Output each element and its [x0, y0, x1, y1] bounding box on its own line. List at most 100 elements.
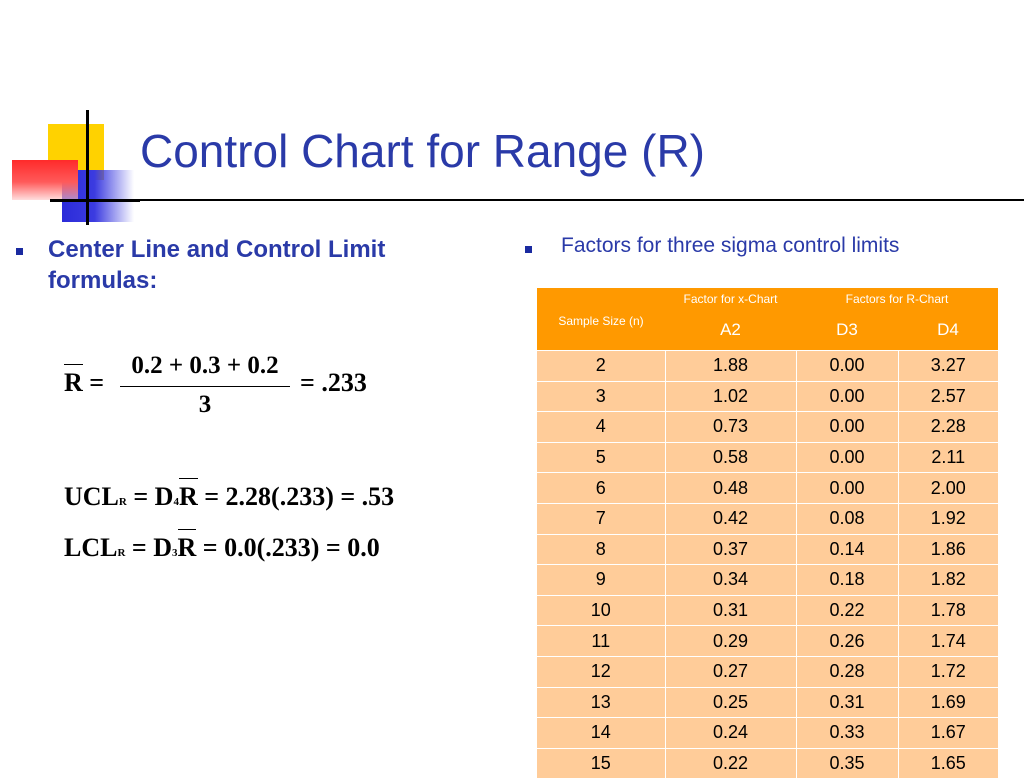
header-r-chart: Factors for R-Chart	[796, 288, 998, 310]
cell-sample-size: 11	[537, 625, 665, 657]
cell-d3: 0.31	[795, 686, 898, 718]
cell-d3: 0.00	[795, 350, 898, 382]
lcl-d-subscript: 3	[172, 547, 178, 559]
table-row: 11 0.29 0.26 1.74	[537, 625, 998, 657]
cell-a2: 0.34	[664, 564, 796, 596]
header-sample-size: Sample Size (n)	[537, 288, 665, 351]
bullet-square-icon	[16, 248, 23, 255]
cell-a2: 0.27	[664, 655, 796, 688]
cell-d4: 1.69	[897, 686, 998, 718]
cell-d4: 1.78	[897, 594, 998, 626]
red-square-decoration	[12, 160, 78, 200]
cell-a2: 0.22	[664, 747, 796, 778]
table-subheader-row: A2 D3 D4	[537, 310, 998, 351]
cell-d3: 0.08	[795, 502, 898, 535]
table-row: 10 0.31 0.22 1.78	[537, 594, 998, 626]
cell-a2: 0.37	[664, 533, 796, 565]
cell-sample-size: 12	[537, 655, 665, 688]
cell-d4: 2.57	[897, 380, 998, 412]
header-a2: A2	[665, 310, 796, 351]
cell-d4: 1.67	[897, 717, 998, 749]
left-bullet-text: Center Line and Control Limit formulas:	[48, 236, 386, 294]
cell-sample-size: 2	[537, 350, 665, 382]
fraction-numerator: 0.2 + 0.3 + 0.2	[131, 352, 279, 379]
cell-d3: 0.35	[795, 747, 898, 778]
table-row: 2 1.88 0.00 3.27	[537, 350, 998, 382]
table-row: 9 0.34 0.18 1.82	[537, 564, 998, 596]
cell-d4: 2.11	[897, 441, 998, 473]
cell-a2: 0.48	[664, 472, 796, 504]
vertical-rule-decoration	[86, 110, 89, 225]
title-underline	[140, 199, 1024, 201]
cell-a2: 0.25	[664, 686, 796, 718]
cell-d4: 1.82	[897, 564, 998, 596]
lcl-calculation: = 0.0(.233) = 0.0	[196, 533, 380, 562]
rbar-result: = .233	[300, 368, 367, 397]
lcl-d-factor: = D	[125, 533, 173, 562]
rbar-lhs: R =	[64, 364, 105, 398]
cell-a2: 0.31	[664, 594, 796, 626]
header-d3: D3	[796, 310, 898, 351]
cell-sample-size: 6	[537, 472, 665, 504]
cell-d3: 0.26	[795, 625, 898, 657]
cell-d4: 3.27	[897, 350, 998, 382]
lcl-subscript: R	[117, 547, 126, 559]
cell-d3: 0.00	[795, 441, 898, 473]
slide-title: Control Chart for Range (R)	[140, 125, 705, 177]
cell-a2: 0.29	[664, 625, 796, 657]
ucl-d-subscript: 4	[173, 496, 179, 508]
cell-d4: 2.00	[897, 472, 998, 504]
cell-d3: 0.33	[795, 717, 898, 749]
cell-d4: 2.28	[897, 411, 998, 443]
r-bar-symbol: R	[64, 364, 83, 397]
header-d4: D4	[898, 310, 998, 351]
cell-d4: 1.92	[897, 502, 998, 535]
cell-sample-size: 9	[537, 564, 665, 596]
ucl-formula: UCLR = D4R = 2.28(.233) = .53	[64, 478, 394, 512]
ucl-subscript: R	[118, 496, 127, 508]
r-bar-symbol: R	[178, 478, 198, 511]
cell-a2: 1.88	[664, 350, 796, 382]
cell-a2: 0.42	[664, 502, 796, 535]
cell-a2: 0.73	[664, 411, 796, 443]
ucl-d-factor: = D	[126, 482, 174, 511]
cell-d4: 1.65	[897, 747, 998, 778]
cell-sample-size: 13	[537, 686, 665, 718]
cell-sample-size: 10	[537, 594, 665, 626]
slide-logo-decoration	[0, 0, 140, 230]
cell-d4: 1.86	[897, 533, 998, 565]
ucl-label: UCL	[64, 482, 119, 511]
table-row: 7 0.42 0.08 1.92	[537, 502, 998, 535]
cell-sample-size: 7	[537, 502, 665, 535]
cell-sample-size: 3	[537, 380, 665, 412]
cell-d3: 0.28	[795, 655, 898, 688]
cell-sample-size: 5	[537, 441, 665, 473]
table-header-row: Sample Size (n) Factor for x-Chart Facto…	[537, 288, 998, 351]
right-bullet-text: Factors for three sigma control limits	[561, 234, 900, 257]
rbar-fraction: 0.2 + 0.3 + 0.2 3	[120, 352, 290, 419]
cell-d3: 0.22	[795, 594, 898, 626]
cell-d4: 1.72	[897, 655, 998, 688]
control-factors-table: Sample Size (n) Factor for x-Chart Facto…	[537, 288, 998, 778]
lcl-label: LCL	[64, 533, 118, 562]
table-row: 6 0.48 0.00 2.00	[537, 472, 998, 504]
cell-d3: 0.00	[795, 411, 898, 443]
table-row: 12 0.27 0.28 1.72	[537, 655, 998, 688]
lcl-formula: LCLR = D3R = 0.0(.233) = 0.0	[64, 529, 380, 563]
cell-sample-size: 8	[537, 533, 665, 565]
cell-sample-size: 4	[537, 411, 665, 443]
fraction-bar	[120, 386, 290, 387]
cell-d3: 0.00	[795, 380, 898, 412]
cell-sample-size: 14	[537, 717, 665, 749]
cell-d3: 0.00	[795, 472, 898, 504]
cell-d3: 0.14	[795, 533, 898, 565]
horizontal-rule-decoration	[50, 199, 140, 202]
cell-a2: 1.02	[664, 380, 796, 412]
bullet-square-icon	[525, 246, 532, 253]
cell-d3: 0.18	[795, 564, 898, 596]
table-row: 13 0.25 0.31 1.69	[537, 686, 998, 718]
table-row: 14 0.24 0.33 1.67	[537, 717, 998, 749]
cell-a2: 0.58	[664, 441, 796, 473]
equals-sign: =	[89, 368, 105, 397]
cell-d4: 1.74	[897, 625, 998, 657]
